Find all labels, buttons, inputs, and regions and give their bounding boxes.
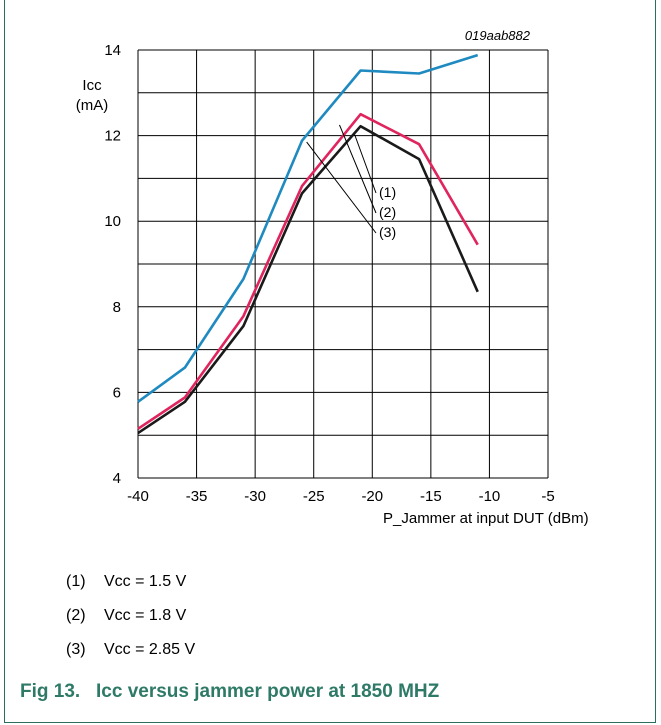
y-tick-label: 14: [104, 42, 121, 59]
series-lines: [137, 53, 479, 435]
legend-number: (3): [66, 641, 86, 658]
x-tick-label: -10: [479, 488, 501, 505]
figure-frame: [4, 0, 656, 723]
y-tick-label: 12: [104, 128, 121, 145]
x-tick-label: -20: [361, 488, 383, 505]
chart-grid: [137, 49, 549, 479]
series-line-1: [137, 124, 479, 435]
legend-item-2: (2) Vcc = 1.8 V: [66, 607, 186, 625]
legend-item-1: (1) Vcc = 1.5 V: [66, 573, 186, 591]
legend-text: Vcc = 2.85 V: [104, 641, 196, 658]
x-tick-label: -30: [244, 488, 266, 505]
series-line-2: [137, 112, 479, 430]
x-tick-label: -15: [420, 488, 442, 505]
legend-item-3: (3) Vcc = 2.85 V: [66, 641, 195, 659]
series-callouts: (1) (2) (3): [306, 124, 396, 240]
y-axis-label-line2: (mA): [76, 97, 109, 114]
callout-label-1: (1): [379, 184, 396, 200]
x-tick-labels: -40 -35 -30 -25 -20 -15 -10 -5: [127, 488, 555, 505]
x-tick-label: -5: [541, 488, 554, 505]
legend-text: Vcc = 1.5 V: [104, 573, 187, 590]
x-tick-label: -25: [303, 488, 325, 505]
callout-leader-1: [354, 134, 377, 194]
series-line-3: [137, 53, 479, 403]
callout-leader-2: [339, 124, 377, 214]
y-tick-label: 10: [104, 213, 121, 230]
legend-text: Vcc = 1.8 V: [104, 607, 187, 624]
legend-number: (1): [66, 573, 86, 590]
y-axis-label-line1: Icc: [82, 77, 102, 94]
x-tick-label: -40: [127, 488, 149, 505]
figure-caption: Fig 13. Icc versus jammer power at 1850 …: [20, 681, 440, 702]
y-tick-label: 6: [113, 384, 121, 401]
line-chart: 4 6 8 10 12 14 -40 -35 -30 -25 -20 -15 -10 -5 (1) (2)…: [76, 28, 589, 527]
callout-label-3: (3): [379, 224, 396, 240]
y-tick-labels: 4 6 8 10 12 14: [104, 42, 121, 487]
legend-number: (2): [66, 607, 86, 624]
figure-code: 019aab882: [465, 28, 531, 43]
y-tick-label: 4: [113, 470, 121, 487]
x-axis-label: P_Jammer at input DUT (dBm): [383, 510, 589, 527]
callout-leader-3: [306, 141, 377, 234]
callout-label-2: (2): [379, 204, 396, 220]
x-tick-label: -35: [186, 488, 208, 505]
y-tick-label: 8: [113, 299, 121, 316]
